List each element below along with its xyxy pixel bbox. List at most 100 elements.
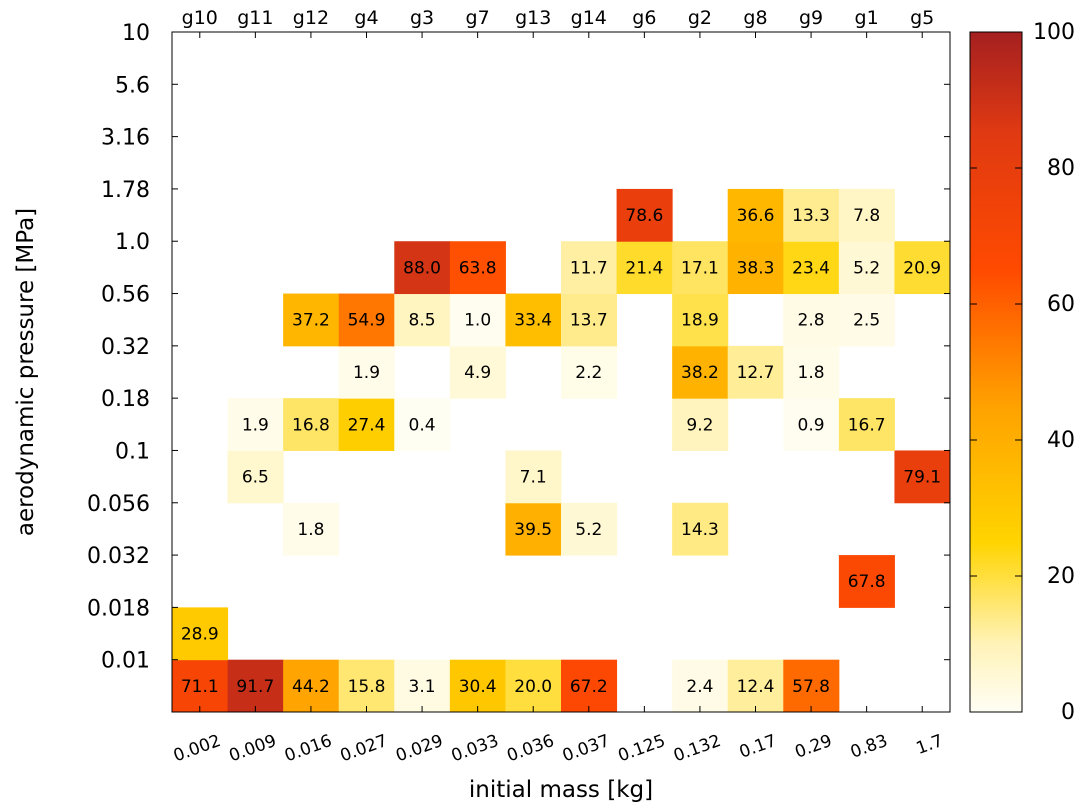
heatmap-cell: [783, 659, 840, 713]
x-tick-label: 0.027: [338, 731, 391, 766]
top-tick-label: g11: [237, 7, 273, 29]
heatmap-cell: [449, 345, 506, 399]
heatmap-cell: [505, 450, 562, 504]
cell-value-label: 6.5: [242, 468, 269, 488]
cell-value-label: 44.2: [292, 677, 330, 697]
x-tick-label: 0.036: [504, 731, 557, 766]
heatmap-cell: [783, 345, 840, 399]
cell-value-label: 38.2: [681, 363, 719, 383]
heatmap-cell: [727, 241, 784, 295]
y-tick-label: 0.032: [87, 544, 150, 569]
heatmap-cell: [894, 241, 951, 295]
x-tick-label: 0.29: [792, 731, 834, 763]
colorbar-ticks: 0 20 40 60 80 100: [970, 20, 1075, 725]
cell-value-label: 67.8: [848, 572, 886, 592]
top-tick-label: g5: [910, 7, 934, 29]
cell-value-label: 30.4: [459, 677, 497, 697]
heatmap-cell: [838, 398, 895, 451]
cell-value-label: 3.1: [409, 677, 436, 697]
cell-value-label: 11.7: [570, 258, 608, 278]
heatmap-cell: [283, 659, 340, 713]
heatmap-cell: [227, 398, 284, 451]
heatmap-cell: [727, 659, 784, 713]
y-tick-label: 3.16: [101, 126, 150, 151]
x-tick-label: 0.17: [737, 731, 779, 763]
y-axis-label: aerodynamic pressure [MPa]: [13, 208, 39, 536]
cell-value-label: 0.9: [798, 415, 825, 435]
cell-value-label: 0.4: [409, 415, 436, 435]
heatmap-cell: [505, 502, 562, 556]
cell-value-label: 2.4: [686, 677, 713, 697]
cell-value-label: 8.5: [409, 311, 436, 331]
heatmap-cell: [783, 241, 840, 295]
colorbar-tick-label: 40: [1047, 428, 1075, 453]
colorbar-tick-label: 60: [1047, 292, 1075, 317]
x-tick-label: 0.009: [226, 731, 279, 766]
cell-value-label: 91.7: [236, 677, 274, 697]
cell-value-label: 12.7: [737, 363, 775, 383]
heatmap-cell: [394, 398, 451, 451]
cell-value-label: 39.5: [514, 520, 552, 540]
cell-value-label: 9.2: [686, 415, 713, 435]
top-tick-label: g8: [743, 7, 767, 29]
cell-value-label: 18.9: [681, 311, 719, 331]
heatmap-cell: [783, 398, 840, 451]
cell-value-label: 20.0: [514, 677, 552, 697]
cell-value-label: 5.2: [575, 520, 602, 540]
heatmap-cell: [338, 345, 395, 399]
cell-value-label: 20.9: [903, 258, 941, 278]
x-tick-label: 0.033: [449, 731, 502, 766]
colorbar: [969, 31, 1023, 713]
cell-value-label: 78.6: [625, 206, 663, 226]
cell-value-label: 2.5: [853, 311, 880, 331]
cell-value-label: 27.4: [348, 415, 386, 435]
top-tick-label: g14: [571, 7, 607, 29]
heatmap-cell: [838, 188, 895, 242]
cell-value-label: 63.8: [459, 258, 497, 278]
cell-value-labels: 71.1 91.7 44.2 15.8 3.1 30.4 20.0 67.2 2.4 12.4 57…: [181, 206, 941, 697]
x-axis-ticks: 0.002 0.009 0.016 0.027 0.029 0.033 0.036 0.037…: [171, 706, 946, 766]
y-tick-label: 0.1: [115, 439, 150, 464]
heatmap-cell: [505, 293, 562, 347]
heatmap-cell: [505, 659, 562, 713]
x-tick-label: 0.029: [393, 731, 446, 766]
heatmap-cell: [616, 241, 673, 295]
cell-value-label: 16.8: [292, 415, 330, 435]
colorbar-tick-label: 100: [1033, 20, 1075, 45]
heatmap-cell: [394, 293, 451, 347]
top-tick-label: g3: [410, 7, 434, 29]
heatmap-cell: [672, 345, 729, 399]
heatmap-cell: [283, 293, 340, 347]
cell-value-label: 71.1: [181, 677, 219, 697]
heatmap-cell: [672, 659, 729, 713]
cell-value-label: 7.8: [853, 206, 880, 226]
cell-value-label: 88.0: [403, 258, 441, 278]
top-axis-ticks: g10 g11 g12 g4 g3 g7 g13 g14 g6 g2 g8 g9 g1 g5: [182, 7, 934, 38]
y-tick-label: 1.0: [115, 230, 150, 255]
cell-value-label: 21.4: [625, 258, 663, 278]
y-axis-ticks: 0.01 0.018 0.032 0.056 0.1 0.18 0.32 0.56 1.0 1.7…: [87, 21, 950, 674]
heatmap-cell: [727, 188, 784, 242]
heatmap-cell: [838, 293, 895, 347]
x-tick-label: 0.002: [171, 731, 224, 766]
heatmap-cell: [672, 241, 729, 295]
y-tick-label: 0.018: [87, 596, 150, 621]
x-axis-label: initial mass [kg]: [469, 777, 653, 803]
cell-value-label: 1.9: [353, 363, 380, 383]
top-tick-label: g9: [799, 7, 823, 29]
heatmap-cell: [227, 659, 284, 713]
top-tick-label: g13: [515, 7, 551, 29]
cell-value-label: 13.3: [792, 206, 830, 226]
plot-frame: [171, 31, 951, 713]
heatmap-cell: [338, 659, 395, 713]
cell-value-label: 37.2: [292, 311, 330, 331]
heatmap-cell: [227, 450, 284, 504]
heatmap-cell: [561, 293, 618, 347]
cell-value-label: 16.7: [848, 415, 886, 435]
heatmap-cell: [783, 188, 840, 242]
y-tick-label: 0.056: [87, 492, 150, 517]
heatmap-cell: [338, 398, 395, 451]
y-tick-label: 5.6: [115, 73, 150, 98]
cell-value-label: 57.8: [792, 677, 830, 697]
colorbar-tick-label: 80: [1047, 156, 1075, 181]
